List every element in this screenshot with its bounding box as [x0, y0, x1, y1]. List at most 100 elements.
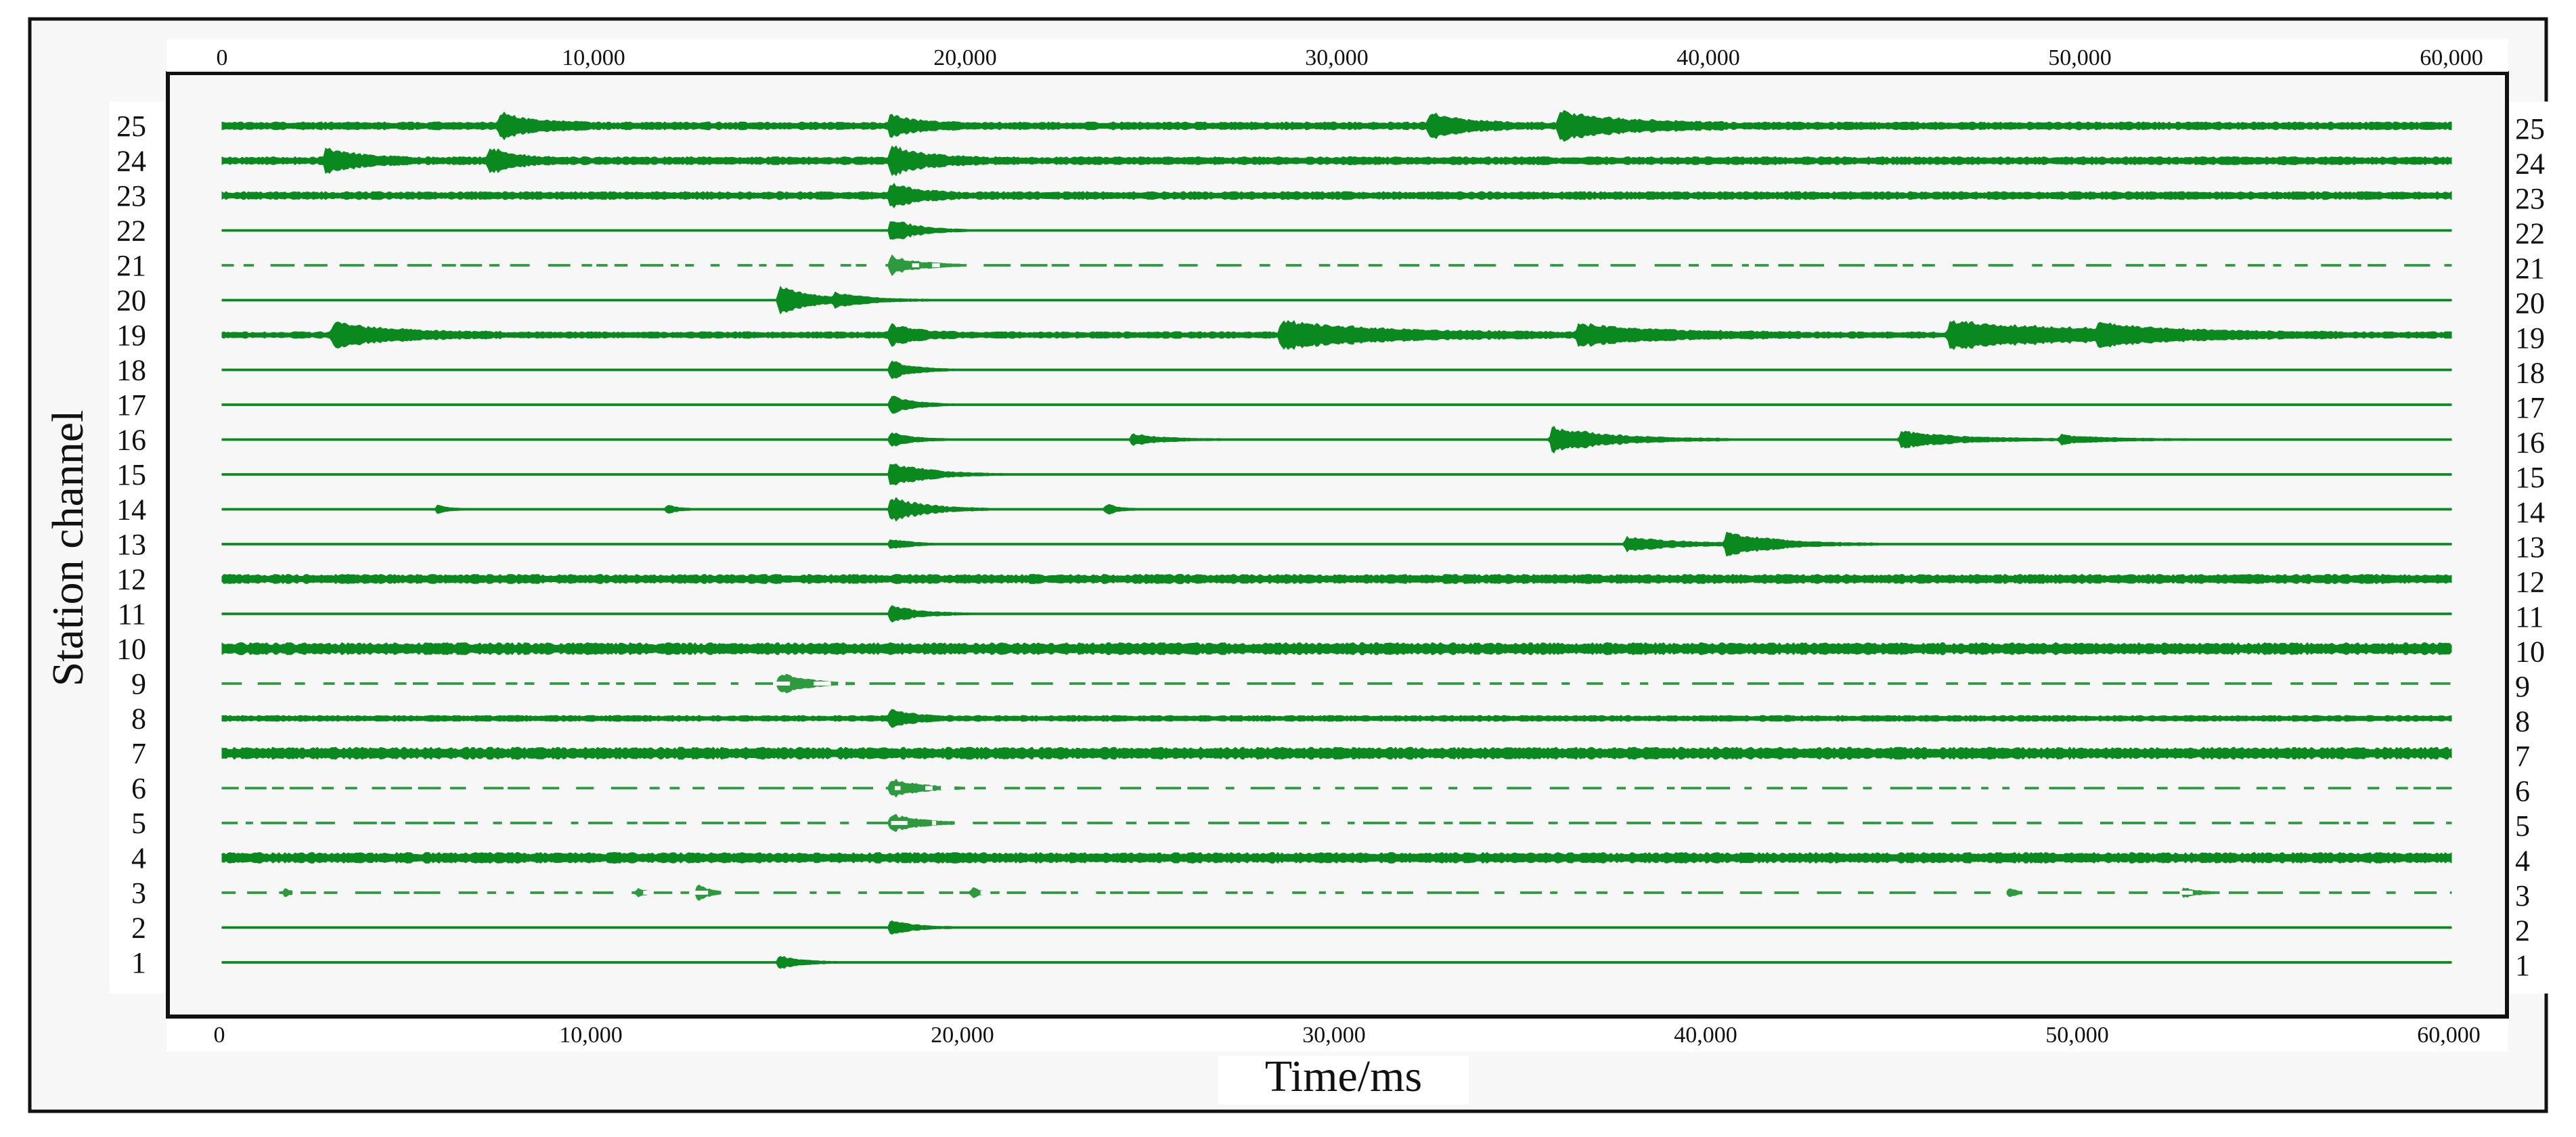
trace-channel-9	[221, 673, 2452, 694]
channel-label-right: 12	[2515, 566, 2545, 599]
x-tick-label-bottom: 50,000	[2045, 1023, 2109, 1048]
channel-label-left: 19	[116, 319, 146, 352]
x-tick-label-top: 60,000	[2420, 45, 2483, 70]
channel-label-right: 5	[2515, 809, 2530, 843]
channel-label-left: 3	[131, 876, 146, 910]
trace-channel-25	[221, 110, 2452, 142]
x-axis-title: Time/ms	[1265, 1052, 1422, 1101]
x-tick-label-top: 30,000	[1305, 45, 1369, 70]
channel-label-right: 4	[2515, 845, 2530, 878]
channel-label-left: 18	[116, 354, 146, 387]
channel-label-right: 19	[2515, 321, 2545, 355]
channel-label-left: 23	[116, 179, 146, 213]
channel-label-left: 25	[116, 110, 146, 143]
channel-label-right: 7	[2515, 740, 2530, 773]
channel-label-right: 3	[2515, 879, 2530, 912]
bottom-tick-panel	[166, 1019, 2508, 1052]
trace-channel-7	[221, 746, 2452, 760]
trace-channel-18	[221, 360, 2452, 380]
channel-label-right: 11	[2515, 600, 2544, 633]
channel-label-left: 8	[131, 703, 146, 736]
x-tick-label-bottom: 10,000	[559, 1023, 623, 1048]
channel-label-left: 1	[131, 946, 146, 979]
channel-label-right: 22	[2515, 217, 2545, 250]
trace-channel-15	[221, 463, 2452, 486]
channel-label-left: 10	[116, 633, 146, 666]
trace-channel-10	[221, 642, 2452, 656]
trace-channel-12	[221, 573, 2452, 585]
channel-label-right: 9	[2515, 670, 2530, 703]
trace-channel-11	[221, 605, 2452, 623]
top-tick-panel	[166, 39, 2508, 72]
channel-label-left: 7	[131, 737, 146, 770]
channel-label-right: 8	[2515, 705, 2530, 738]
x-tick-label-top: 0	[217, 45, 228, 70]
trace-channel-21	[221, 254, 2452, 277]
x-tick-label-top: 10,000	[562, 45, 625, 70]
channel-label-left: 2	[131, 912, 146, 945]
channel-label-right: 13	[2515, 531, 2545, 564]
trace-channel-5	[221, 813, 2452, 832]
left-channel-labels: 1234567891011121314151617181920212223242…	[116, 110, 146, 979]
trace-channel-3	[221, 884, 2452, 901]
trace-channel-22	[221, 221, 2452, 240]
trace-channel-8	[221, 709, 2452, 728]
channel-label-left: 11	[118, 598, 146, 631]
channel-label-left: 21	[116, 249, 146, 282]
channel-label-right: 6	[2515, 775, 2530, 808]
channel-label-left: 6	[131, 772, 146, 805]
x-tick-label-top: 50,000	[2048, 45, 2112, 70]
channel-label-right: 23	[2515, 182, 2545, 215]
channel-label-left: 14	[116, 493, 146, 527]
trace-channel-16	[221, 426, 2452, 453]
trace-channel-2	[221, 920, 2452, 935]
trace-channel-17	[221, 395, 2452, 414]
channel-label-right: 20	[2515, 287, 2545, 320]
y-axis-title: Station channel	[43, 410, 93, 687]
right-channel-labels: 1234567891011121314151617181920212223242…	[2515, 112, 2545, 982]
channel-label-right: 10	[2515, 636, 2545, 669]
channel-label-right: 17	[2515, 391, 2545, 424]
channel-label-left: 12	[116, 563, 146, 596]
channel-label-right: 18	[2515, 357, 2545, 390]
channel-label-left: 13	[116, 528, 146, 561]
trace-channel-24	[221, 145, 2452, 177]
trace-channel-13	[221, 531, 2452, 557]
channel-label-left: 15	[116, 458, 146, 491]
channel-label-right: 21	[2515, 252, 2545, 285]
trace-channel-20	[221, 286, 2452, 315]
trace-channel-23	[221, 183, 2452, 208]
trace-channel-19	[221, 319, 2452, 351]
channel-label-left: 16	[116, 424, 146, 457]
channel-label-left: 20	[116, 284, 146, 317]
bottom-tick-labels: 0 10,000 20,000 30,000 40,000 50,000 60,000	[214, 1023, 2481, 1048]
channel-label-right: 16	[2515, 426, 2545, 460]
channel-label-left: 17	[116, 388, 146, 422]
x-tick-label-bottom: 0	[214, 1023, 225, 1048]
x-tick-label-bottom: 60,000	[2417, 1023, 2481, 1048]
channel-label-right: 14	[2515, 496, 2545, 529]
left-channel-panel	[110, 102, 165, 994]
x-tick-label-bottom: 30,000	[1302, 1023, 1366, 1048]
x-tick-label-top: 40,000	[1676, 45, 1740, 70]
channel-label-left: 4	[131, 842, 146, 875]
channel-label-left: 24	[116, 145, 146, 178]
right-channel-panel	[2510, 102, 2558, 994]
channel-label-right: 2	[2515, 914, 2530, 948]
x-tick-label-bottom: 20,000	[931, 1023, 994, 1048]
channel-label-right: 25	[2515, 112, 2545, 146]
channel-label-right: 1	[2515, 949, 2530, 982]
channel-label-right: 24	[2515, 148, 2545, 181]
trace-channel-4	[221, 851, 2452, 864]
x-title-panel	[1218, 1056, 1469, 1105]
channel-label-right: 15	[2515, 461, 2545, 494]
top-tick-labels: 0 10,000 20,000 30,000 40,000 50,000 60,000	[217, 45, 2483, 70]
traces-layer	[221, 110, 2452, 969]
trace-channel-1	[221, 956, 2452, 969]
x-tick-label-bottom: 40,000	[1674, 1023, 1737, 1048]
channel-label-left: 5	[131, 807, 146, 840]
trace-channel-6	[221, 778, 2452, 798]
trace-channel-14	[221, 497, 2452, 522]
channel-label-left: 9	[131, 667, 146, 700]
